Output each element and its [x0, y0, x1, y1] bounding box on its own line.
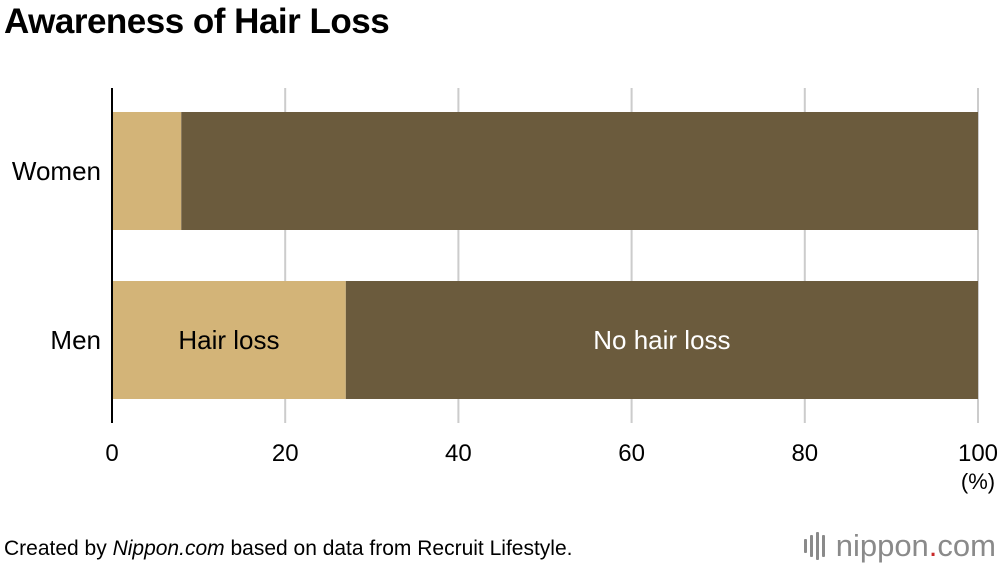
labels: Women Hair loss No hair loss Men [12, 156, 731, 355]
x-tick-label-20: 20 [272, 440, 299, 467]
chart-title: Awareness of Hair Loss [4, 2, 390, 41]
bar-women-hair-loss [112, 112, 182, 230]
bar-men-hair-loss [112, 281, 346, 399]
x-tick-label-100: 100 [958, 440, 998, 467]
logo-text: nippon [835, 528, 929, 563]
logo-bars-icon [803, 532, 828, 560]
x-tick-label-40: 40 [445, 440, 472, 467]
source-prefix: Created by [4, 537, 113, 560]
source-site: Nippon.com [112, 537, 225, 560]
x-unit-label: (%) [961, 469, 995, 494]
bar-women-no-hair-loss [181, 112, 978, 230]
axes: 0 20 40 60 80 100(%) [105, 88, 998, 494]
category-label-women: Women [12, 156, 101, 186]
bar-men-no-hair-loss [345, 281, 978, 399]
category-label-men: Men [50, 325, 101, 355]
series-label-hair-loss: Hair loss [178, 325, 279, 355]
logo-dot: . [928, 528, 938, 563]
nippon-logo: nippon. com [803, 528, 996, 563]
series-label-no-hair-loss: No hair loss [593, 325, 730, 355]
x-tick-label-80: 80 [791, 440, 818, 467]
logo-tld: com [937, 528, 996, 563]
source-note: Created by Nippon.com based on data from… [4, 537, 572, 561]
bars [112, 112, 978, 399]
source-suffix: based on data from Recruit Lifestyle. [224, 537, 573, 560]
x-tick-label-0: 0 [105, 440, 118, 467]
x-tick-label-60: 60 [618, 440, 645, 467]
